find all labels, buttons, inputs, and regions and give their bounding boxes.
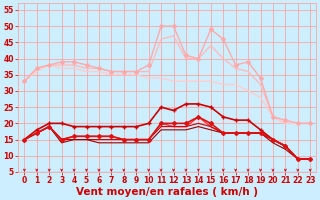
X-axis label: Vent moyen/en rafales ( km/h ): Vent moyen/en rafales ( km/h ) [76,187,258,197]
